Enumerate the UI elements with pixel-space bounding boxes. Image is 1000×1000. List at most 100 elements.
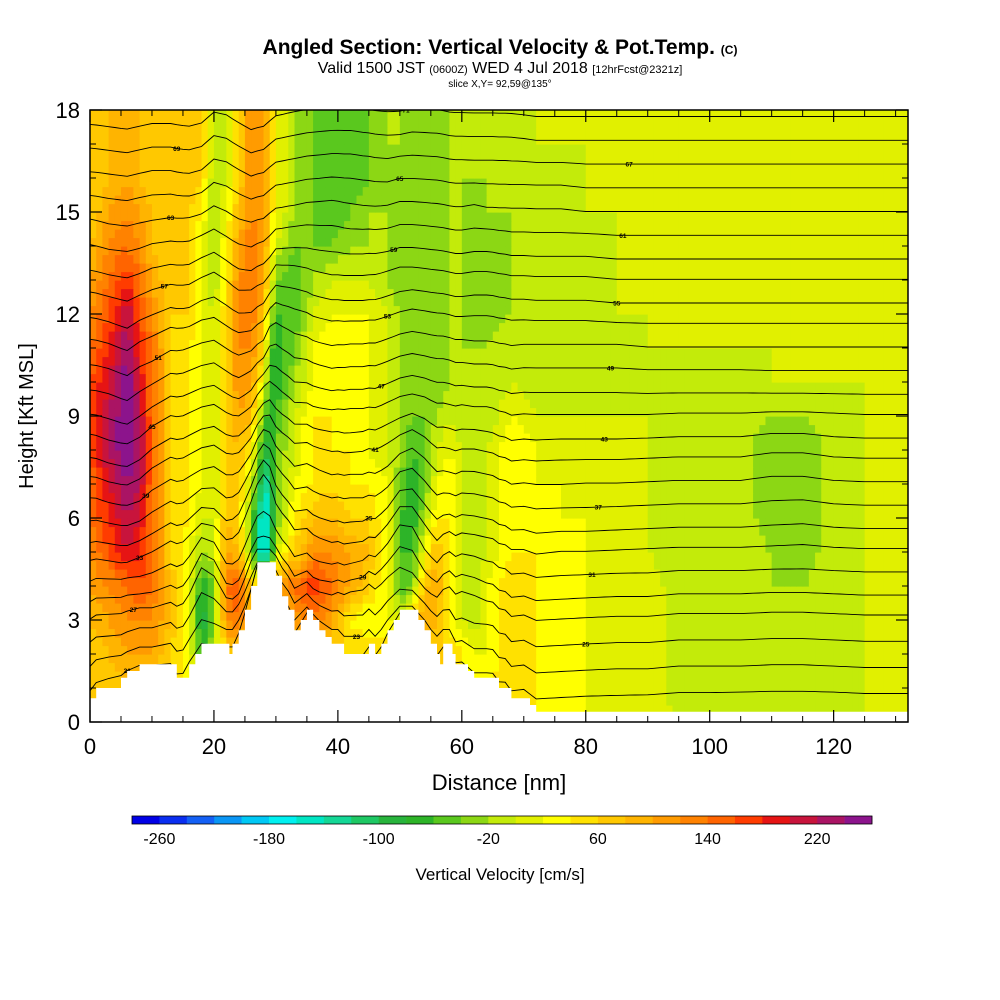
heatmap-cell — [579, 637, 587, 647]
heatmap-cell — [827, 416, 835, 426]
heatmap-cell — [858, 492, 866, 502]
heatmap-cell — [430, 416, 438, 426]
heatmap-cell — [356, 407, 364, 417]
heatmap-cell — [176, 509, 184, 519]
heatmap-cell — [895, 484, 903, 494]
heatmap-cell — [796, 603, 804, 613]
heatmap-cell — [275, 441, 283, 451]
heatmap-cell — [715, 620, 723, 630]
heatmap-cell — [560, 458, 568, 468]
heatmap-cell — [275, 484, 283, 494]
heatmap-cell — [889, 458, 897, 468]
heatmap-cell — [573, 552, 581, 562]
heatmap-cell — [858, 552, 866, 562]
heatmap-cell — [771, 441, 779, 451]
heatmap-cell — [437, 543, 444, 553]
heatmap-cell — [189, 586, 196, 596]
heatmap-cell — [604, 560, 612, 570]
heatmap-cell — [554, 450, 562, 460]
heatmap-cell — [399, 399, 407, 409]
heatmap-cell — [133, 416, 141, 426]
heatmap-cell — [418, 441, 426, 451]
heatmap-cell — [784, 603, 791, 613]
heatmap-cell — [672, 645, 680, 655]
heatmap-cell — [635, 671, 643, 681]
heatmap-cell — [759, 518, 767, 528]
heatmap-cell — [151, 577, 159, 587]
heatmap-cell — [629, 509, 636, 519]
heatmap-cell — [697, 662, 705, 672]
heatmap-cell — [629, 637, 636, 647]
heatmap-cell — [858, 671, 866, 681]
heatmap-cell — [815, 526, 822, 536]
valid-prefix: Valid 1500 JST — [317, 60, 425, 77]
heatmap-cell — [387, 586, 395, 596]
heatmap-cell — [771, 662, 779, 672]
heatmap-cell — [870, 535, 878, 545]
heatmap-cell — [468, 645, 475, 655]
heatmap-cell — [573, 543, 581, 553]
heatmap-cell — [579, 594, 587, 604]
heatmap-cell — [833, 628, 841, 638]
heatmap-cell — [468, 484, 475, 494]
heatmap-cell — [616, 399, 624, 409]
heatmap-cell — [368, 611, 376, 621]
heatmap-cell — [622, 552, 630, 562]
heatmap-cell — [746, 450, 754, 460]
heatmap-cell — [437, 620, 444, 630]
heatmap-cell — [288, 433, 296, 443]
heatmap-cell — [455, 645, 463, 655]
heatmap-cell — [269, 492, 277, 502]
heatmap-cell — [418, 501, 426, 511]
heatmap-cell — [120, 526, 128, 536]
heatmap-cell — [189, 637, 196, 647]
heatmap-cell — [858, 569, 866, 579]
heatmap-cell — [313, 433, 320, 443]
velocity-heatmap — [90, 110, 908, 722]
heatmap-cell — [709, 696, 717, 706]
heatmap-cell — [821, 475, 829, 485]
heatmap-cell — [337, 603, 345, 613]
heatmap-cell — [325, 526, 333, 536]
heatmap-cell — [629, 662, 636, 672]
heatmap-cell — [883, 594, 891, 604]
heatmap-cell — [455, 586, 463, 596]
heatmap-cell — [393, 407, 401, 417]
heatmap-cell — [362, 509, 370, 519]
heatmap-cell — [201, 526, 209, 536]
heatmap-cell — [901, 603, 908, 613]
heatmap-cell — [901, 450, 908, 460]
heatmap-cell — [635, 688, 643, 698]
heatmap-cell — [108, 603, 116, 613]
heatmap-cell — [356, 569, 364, 579]
heatmap-cell — [839, 475, 847, 485]
heatmap-cell — [288, 475, 296, 485]
heatmap-cell — [251, 450, 258, 460]
heatmap-cell — [684, 628, 692, 638]
heatmap-cell — [864, 696, 872, 706]
heatmap-cell — [257, 424, 265, 434]
heatmap-cell — [573, 628, 581, 638]
heatmap-cell — [96, 492, 103, 502]
heatmap-cell — [536, 484, 543, 494]
heatmap-cell — [319, 492, 327, 502]
heatmap-cell — [802, 526, 810, 536]
heatmap-cell — [604, 416, 612, 426]
heatmap-cell — [251, 543, 258, 553]
heatmap-cell — [629, 467, 636, 477]
heatmap-cell — [573, 611, 581, 621]
heatmap-cell — [672, 569, 680, 579]
heatmap-cell — [213, 620, 221, 630]
heatmap-cell — [356, 450, 364, 460]
heatmap-cell — [691, 399, 698, 409]
heatmap-cell — [560, 696, 568, 706]
heatmap-cell — [437, 475, 444, 485]
heatmap-cell — [753, 594, 760, 604]
heatmap-cell — [852, 526, 860, 536]
heatmap-cell — [127, 433, 134, 443]
heatmap-cell — [660, 705, 667, 715]
heatmap-cell — [201, 620, 209, 630]
heatmap-cell — [511, 688, 519, 698]
heatmap-cell — [220, 467, 227, 477]
heatmap-cell — [244, 569, 252, 579]
